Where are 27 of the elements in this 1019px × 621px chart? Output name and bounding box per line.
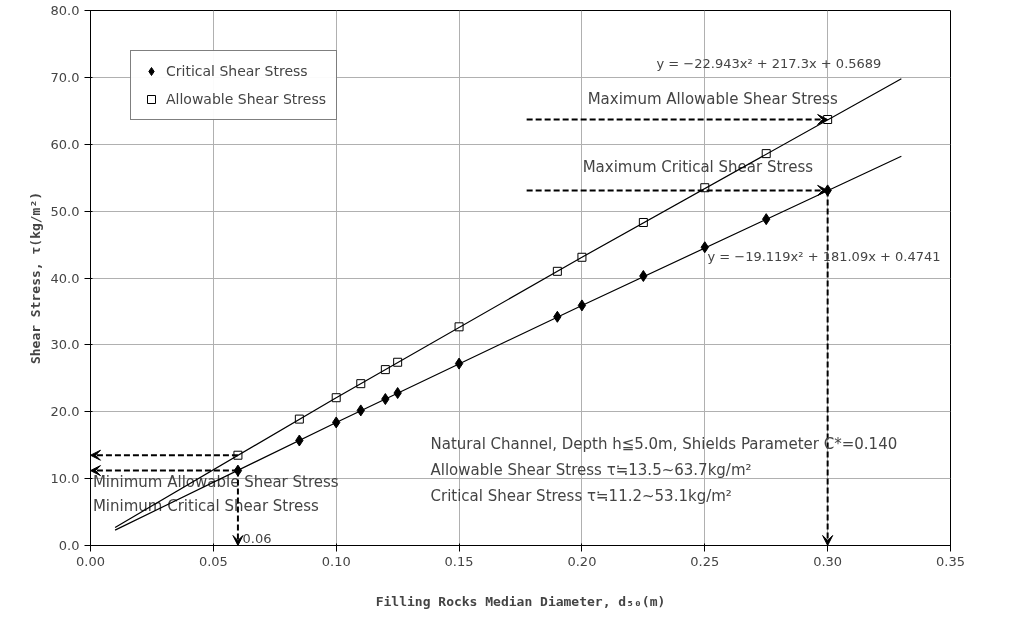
x-axis-title: Filling Rocks Median Diameter, d₅₀(m) <box>375 593 666 609</box>
x-tick-label: 0.20 <box>567 553 597 569</box>
legend-label: Allowable Shear Stress <box>166 91 326 107</box>
annotation: Natural Channel, Depth h≦5.0m, Shields Parameter C*=0.140 <box>430 434 898 453</box>
y-tick-label: 50.0 <box>50 203 80 219</box>
y-tick-label: 30.0 <box>50 337 80 353</box>
annotation: Allowable Shear Stress τ≒13.5~63.7kg/m² <box>430 460 752 479</box>
x-tick-label: 0.15 <box>444 553 474 569</box>
annotation: 0.06 <box>242 530 272 546</box>
y-tick-label: 60.0 <box>50 136 80 152</box>
annotation: y = −22.943x² + 217.3x + 0.5689 <box>656 55 882 71</box>
y-axis-title: Shear Stress, τ(kg/m²) <box>27 191 43 365</box>
y-tick-label: 80.0 <box>50 3 80 18</box>
x-tick-label: 0.05 <box>198 553 228 569</box>
y-tick-label: 0.0 <box>58 538 80 553</box>
y-tick-label: 70.0 <box>50 69 80 85</box>
x-tick-label: 0.10 <box>321 553 351 569</box>
y-tick-label: 20.0 <box>50 404 80 420</box>
y-tick-label: 40.0 <box>50 270 80 286</box>
x-tick-label: 0.30 <box>813 553 843 569</box>
annotation: Critical Shear Stress τ≒11.2~53.1kg/m² <box>430 486 732 505</box>
x-tick-label: 0.00 <box>76 553 105 569</box>
x-tick-label: 0.35 <box>936 553 965 569</box>
y-tick-label: 10.0 <box>50 471 80 487</box>
legend-label: Critical Shear Stress <box>166 63 308 79</box>
annotation: Maximum Allowable Shear Stress <box>587 89 838 108</box>
x-tick-label: 0.25 <box>690 553 720 569</box>
